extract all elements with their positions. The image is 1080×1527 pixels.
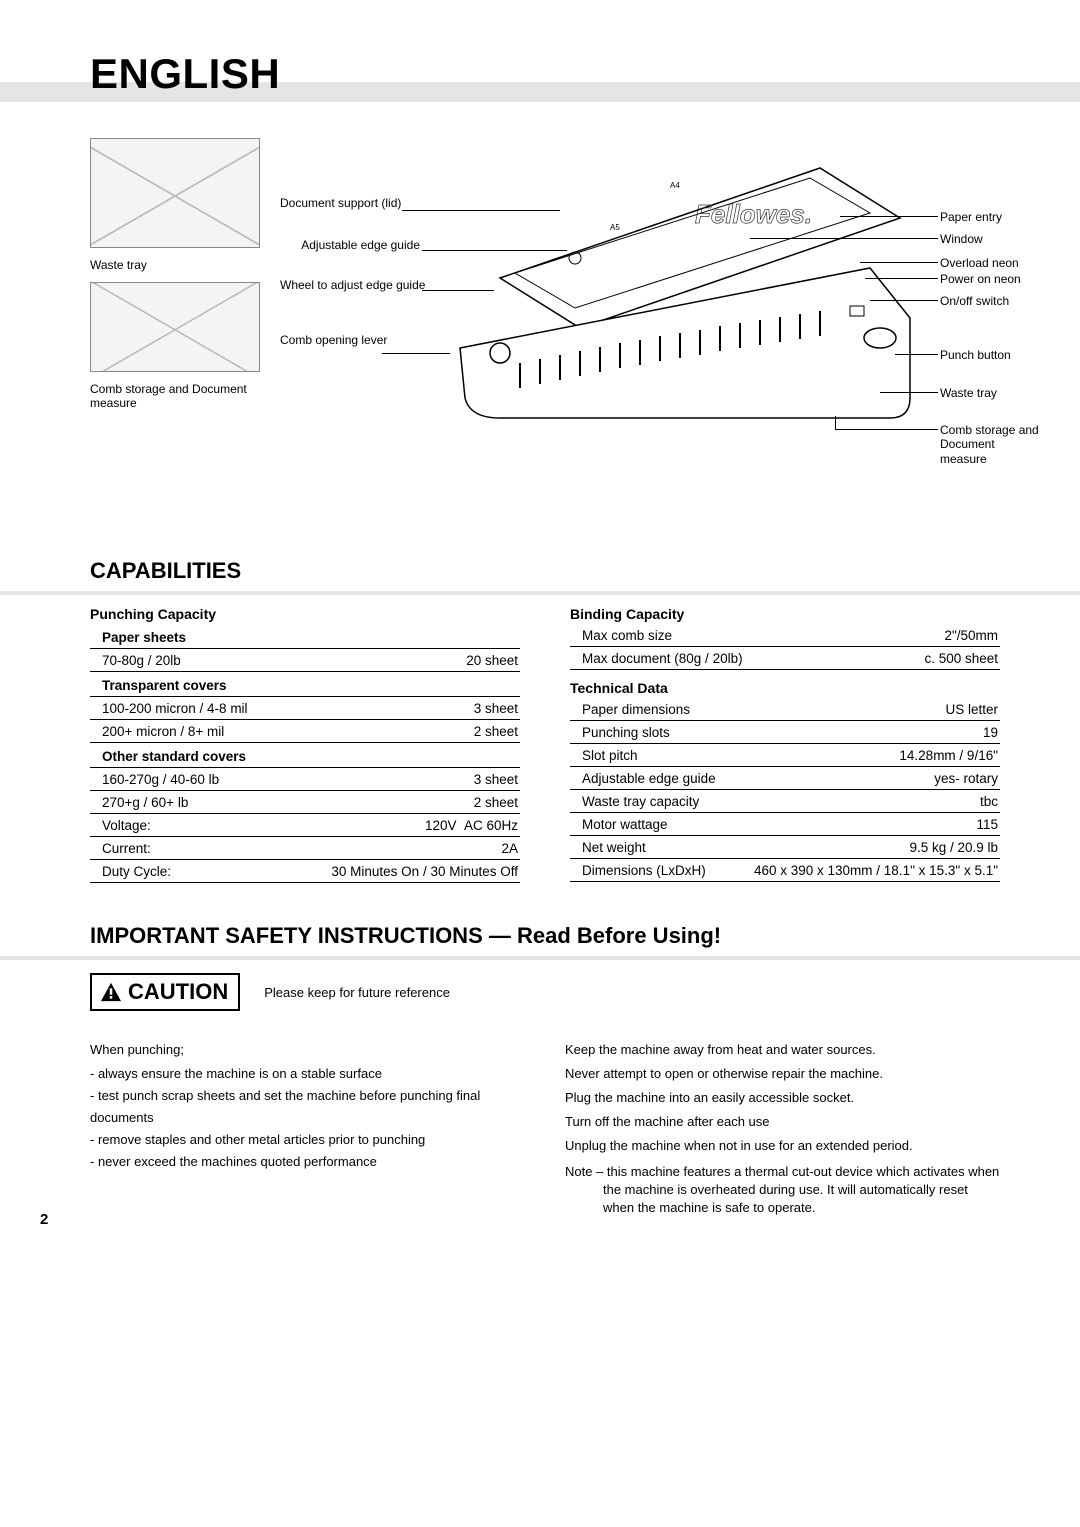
label-document-support: Document support (lid) [280, 196, 400, 210]
table-row: Duty Cycle:30 Minutes On / 30 Minutes Of… [90, 860, 520, 883]
svg-text:A5: A5 [610, 223, 620, 232]
table-row: Waste tray capacitytbc [570, 790, 1000, 813]
table-row: Max comb size2"/50mm [570, 624, 1000, 647]
page-number: 2 [40, 1211, 48, 1228]
waste-tray-image [90, 138, 260, 248]
safety-left-column: When punching; always ensure the machine… [90, 1039, 525, 1218]
safety-line: Plug the machine into an easily accessib… [565, 1087, 1000, 1109]
table-row: Net weight9.5 kg / 20.9 lb [570, 836, 1000, 859]
warning-icon [100, 982, 122, 1002]
waste-tray-caption: Waste tray [90, 258, 260, 272]
label-wheel: Wheel to adjust edge guide [280, 278, 420, 292]
label-punch-button: Punch button [940, 348, 1011, 362]
table-row: Motor wattage115 [570, 813, 1000, 836]
paper-sheets-head: Paper sheets [90, 624, 520, 649]
punching-capacity-column: Punching Capacity Paper sheets 70-80g / … [90, 602, 520, 883]
caution-box: CAUTION [90, 973, 240, 1011]
table-row: Adjustable edge guideyes- rotary [570, 767, 1000, 790]
label-waste-tray: Waste tray [940, 386, 997, 400]
transparent-head: Transparent covers [90, 672, 520, 697]
comb-storage-image [90, 282, 260, 372]
table-row: Current:2A [90, 837, 520, 860]
safety-line: Unplug the machine when not in use for a… [565, 1135, 1000, 1157]
transparent-table: 100-200 micron / 4-8 mil3 sheet 200+ mic… [90, 697, 520, 743]
brand-logo: Fellowes. [695, 199, 812, 229]
table-row: Dimensions (LxDxH)460 x 390 x 130mm / 18… [570, 859, 1000, 882]
label-overload-neon: Overload neon [940, 256, 1019, 270]
table-row: 200+ micron / 8+ mil2 sheet [90, 720, 520, 743]
machine-illustration: Fellowes. A4 A5 [440, 158, 920, 438]
table-row: 100-200 micron / 4-8 mil3 sheet [90, 697, 520, 720]
table-row: 160-270g / 40-60 lb3 sheet [90, 768, 520, 791]
list-item: test punch scrap sheets and set the mach… [90, 1085, 525, 1129]
safety-line: Turn off the machine after each use [565, 1111, 1000, 1133]
technical-data-table: Paper dimensionsUS letter Punching slots… [570, 698, 1000, 882]
technical-data-head: Technical Data [570, 674, 1000, 696]
safety-intro: When punching; [90, 1039, 525, 1061]
caution-label: CAUTION [128, 979, 228, 1005]
table-row: Paper dimensionsUS letter [570, 698, 1000, 721]
other-covers-table: 160-270g / 40-60 lb3 sheet 270+g / 60+ l… [90, 768, 520, 883]
caution-note: Please keep for future reference [264, 985, 450, 1000]
safety-note: Note – this machine features a thermal c… [565, 1163, 1000, 1216]
safety-heading: IMPORTANT SAFETY INSTRUCTIONS — Read Bef… [90, 923, 1000, 949]
table-row: Max document (80g / 20lb)c. 500 sheet [570, 647, 1000, 670]
safety-bullet-list: always ensure the machine is on a stable… [90, 1063, 525, 1173]
page-title: ENGLISH [90, 50, 1000, 98]
table-row: Slot pitch14.28mm / 9/16" [570, 744, 1000, 767]
safety-line: Never attempt to open or otherwise repai… [565, 1063, 1000, 1085]
paper-sheets-table: 70-80g / 20lb20 sheet [90, 649, 520, 672]
label-adjustable-edge: Adjustable edge guide [280, 238, 420, 252]
binding-table: Max comb size2"/50mm Max document (80g /… [570, 624, 1000, 670]
binding-capacity-column: Binding Capacity Max comb size2"/50mm Ma… [570, 602, 1000, 883]
diagram-section: Waste tray Comb storage and Document mea… [90, 138, 1000, 498]
list-item: never exceed the machines quoted perform… [90, 1151, 525, 1173]
other-covers-head: Other standard covers [90, 743, 520, 768]
label-onoff: On/off switch [940, 294, 1009, 308]
main-diagram: Fellowes. A4 A5 Document support (lid) A… [280, 138, 1000, 498]
binding-heading: Binding Capacity [570, 606, 1000, 622]
table-row: Punching slots19 [570, 721, 1000, 744]
capabilities-heading: CAPABILITIES [90, 558, 1000, 584]
punching-heading: Punching Capacity [90, 606, 520, 622]
label-power-neon: Power on neon [940, 272, 1021, 286]
label-comb-lever: Comb opening lever [280, 333, 380, 347]
safety-line: Keep the machine away from heat and wate… [565, 1039, 1000, 1061]
table-row: Voltage:120V AC 60Hz [90, 814, 520, 837]
comb-storage-caption: Comb storage and Document measure [90, 382, 260, 410]
label-window: Window [940, 232, 983, 246]
list-item: always ensure the machine is on a stable… [90, 1063, 525, 1085]
safety-right-column: Keep the machine away from heat and wate… [565, 1039, 1000, 1218]
table-row: 270+g / 60+ lb2 sheet [90, 791, 520, 814]
svg-text:A4: A4 [670, 181, 680, 190]
label-comb-storage-measure: Comb storage and Document measure [940, 423, 1040, 466]
list-item: remove staples and other metal articles … [90, 1129, 525, 1151]
label-paper-entry: Paper entry [940, 210, 1002, 224]
table-row: 70-80g / 20lb20 sheet [90, 649, 520, 672]
